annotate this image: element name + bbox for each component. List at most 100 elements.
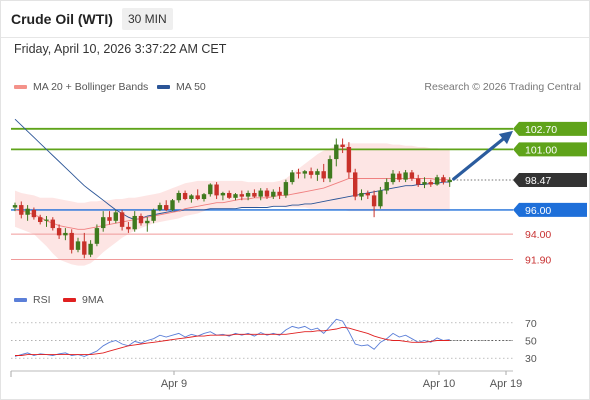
candle-body <box>409 172 415 179</box>
bollinger-band-area <box>15 143 450 266</box>
time-tick-label: Apr 9 <box>161 378 187 390</box>
candle-body <box>44 219 49 221</box>
chart-header: Crude Oil (WTI) 30 MIN <box>1 1 589 38</box>
chart-datetime: Friday, April 10, 2026 3:37:22 AM CET <box>14 42 227 56</box>
rsi-tick-50: 50 <box>525 336 537 348</box>
candle-body <box>132 215 137 230</box>
candle-body <box>214 184 219 196</box>
candle-body <box>277 191 282 196</box>
rsi-tick-30: 30 <box>525 353 537 365</box>
candles-group <box>12 138 452 259</box>
candle-body <box>296 172 301 174</box>
candle-body <box>201 194 207 200</box>
candle-body <box>50 219 55 229</box>
legend-swatch-rsi <box>14 298 27 302</box>
legend-label-9ma: 9MA <box>82 294 104 306</box>
level-label-94.00: 94.00 <box>525 229 551 241</box>
candle-body <box>38 217 43 223</box>
candle-body <box>252 192 257 197</box>
candle-body <box>447 180 452 183</box>
legend-swatch-ma50 <box>157 85 170 89</box>
candle-body <box>359 192 364 197</box>
candle-body <box>63 232 68 236</box>
ma20-line <box>14 178 450 230</box>
ma50-line <box>14 118 450 221</box>
candle-body <box>113 212 118 221</box>
candle-body <box>321 171 326 179</box>
candle-body <box>258 190 263 197</box>
candle-body <box>441 177 446 183</box>
candle-body <box>365 192 370 196</box>
legend-ma50: MA 50 <box>157 81 206 93</box>
candle-body <box>56 228 62 236</box>
candle-body <box>138 215 144 224</box>
instrument-title: Crude Oil (WTI) <box>11 11 113 27</box>
candle-body <box>94 228 100 244</box>
candle-body <box>176 192 181 201</box>
candle-body <box>145 220 150 224</box>
time-tick-label: Apr 19 <box>490 378 522 390</box>
rsi-series-9ma <box>15 326 450 356</box>
candle-body <box>264 190 270 197</box>
candle-body <box>308 171 314 175</box>
candle-body <box>101 217 106 229</box>
candle-body <box>302 171 307 174</box>
candle-body <box>233 194 238 198</box>
candle-body <box>334 144 339 160</box>
candle-body <box>126 226 131 230</box>
candle-body <box>403 172 408 180</box>
candle-body <box>384 182 389 191</box>
candle-body <box>151 209 156 221</box>
level-label-91.90: 91.90 <box>525 255 551 267</box>
legend-label-ma50: MA 50 <box>176 81 206 93</box>
candle-body <box>271 191 276 197</box>
candle-body <box>371 195 377 207</box>
legend-9ma: 9MA <box>63 294 104 306</box>
candle-body <box>31 209 37 218</box>
candle-body <box>378 190 383 207</box>
forecast-arrow-head <box>498 130 513 145</box>
level-label-96.00: 96.00 <box>525 205 551 217</box>
forecast-arrow-shaft <box>452 134 509 181</box>
candle-body <box>245 192 251 197</box>
rsi-legend: RSI 9MA <box>1 294 589 308</box>
copyright-text: Research © 2026 Trading Central <box>424 81 581 93</box>
candle-body <box>12 205 18 208</box>
candle-body <box>397 173 402 180</box>
level-label-101.00: 101.00 <box>525 144 557 156</box>
candle-body <box>19 205 24 215</box>
candle-body <box>315 171 320 175</box>
candle-body <box>422 182 427 185</box>
candle-body <box>195 195 200 200</box>
candle-body <box>390 173 396 183</box>
legend-label-ma20: MA 20 + Bollinger Bands <box>33 81 149 93</box>
level-label-98.47: 98.47 <box>525 175 551 187</box>
rsi-tick-70: 70 <box>525 318 537 330</box>
candle-body <box>157 205 163 210</box>
candle-body <box>182 192 188 200</box>
level-tag-current <box>513 173 587 188</box>
candle-body <box>239 194 244 197</box>
price-legend: MA 20 + Bollinger Bands MA 50 Research ©… <box>1 81 589 95</box>
candle-body <box>283 182 289 196</box>
candle-body <box>82 241 87 255</box>
candle-body <box>164 205 169 210</box>
candle-body <box>69 232 74 250</box>
candle-body <box>428 182 433 185</box>
candle-body <box>290 172 295 183</box>
legend-ma20-bb: MA 20 + Bollinger Bands <box>14 81 148 93</box>
candle-body <box>189 195 194 200</box>
candle-body <box>346 146 352 173</box>
candle-body <box>340 144 345 147</box>
legend-rsi: RSI <box>14 294 51 306</box>
candle-body <box>434 177 440 185</box>
candle-body <box>220 192 226 196</box>
interval-button[interactable]: 30 MIN <box>122 8 173 30</box>
legend-swatch-ma20 <box>14 85 27 89</box>
candle-body <box>353 172 358 197</box>
candle-body <box>170 200 175 210</box>
legend-swatch-9ma <box>63 298 76 302</box>
rsi-series-rsi <box>14 318 450 357</box>
